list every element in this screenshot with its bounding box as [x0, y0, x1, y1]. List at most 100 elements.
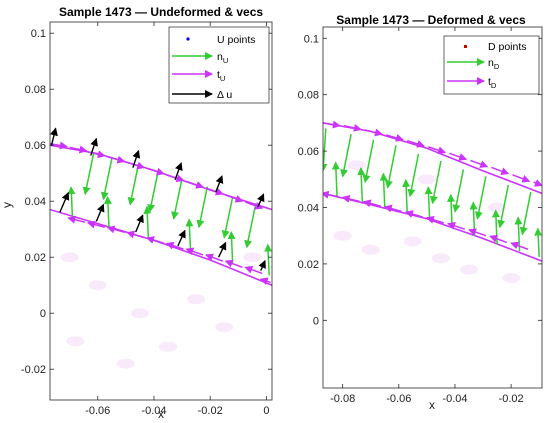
- tangent-vector: [185, 247, 204, 256]
- faint-blob: [347, 160, 366, 171]
- legend-entry-nu: nU: [217, 51, 228, 65]
- normal-vector: [407, 153, 420, 198]
- tangent-vector: [428, 146, 447, 155]
- tangent-vector: [244, 265, 263, 275]
- normal-vector: [379, 172, 388, 208]
- tangent-vector: [341, 195, 360, 203]
- delta-vector: [95, 203, 105, 222]
- normal-vector: [221, 196, 234, 239]
- x-tick-label: -0.02: [499, 393, 524, 405]
- normal-vector: [100, 158, 113, 201]
- tangent-vector: [512, 174, 531, 183]
- tangent-vector: [205, 187, 224, 196]
- faint-blob: [243, 252, 262, 263]
- delta-vectors: [50, 127, 266, 271]
- tangent-vector: [533, 179, 542, 187]
- tangent-vector: [126, 230, 145, 239]
- faint-blob: [116, 358, 135, 369]
- legend: U points nU tU Δ u: [168, 26, 270, 104]
- delta-vector: [135, 214, 144, 233]
- normal-vector: [67, 186, 76, 219]
- tangent-vector: [186, 180, 205, 189]
- normal-vector: [452, 169, 465, 213]
- y-tick-label: 0.06: [298, 146, 319, 158]
- tangent-vector: [404, 210, 423, 218]
- normal-vector: [103, 196, 112, 228]
- delta-vector: [50, 127, 58, 146]
- tangent-vectors: [50, 141, 271, 286]
- faint-blob: [60, 252, 79, 263]
- tangent-vector: [510, 241, 529, 250]
- y-tick-label: -0.02: [21, 364, 46, 376]
- x-tick-label: -0.04: [442, 393, 467, 405]
- normal-vector: [357, 167, 366, 202]
- normal-vector: [534, 227, 542, 257]
- x-tick-label: -0.08: [330, 393, 355, 405]
- normal-vector: [244, 206, 256, 249]
- tangent-vector: [259, 277, 271, 286]
- tangent-vector: [470, 159, 489, 168]
- legend-entry-d-points: D points: [488, 41, 527, 53]
- y-tick-label: 0.1: [304, 33, 319, 45]
- delta-vector: [59, 191, 70, 213]
- chart-title: Sample 1473 — Undeformed & vecs: [59, 5, 263, 19]
- tangent-vector: [86, 220, 105, 229]
- tangent-vector: [145, 236, 165, 244]
- chart-deformed: Sample 1473 — Deformed & vecs -0.08 -0.06…: [298, 13, 543, 412]
- x-axis-ticks: -0.06 -0.04 -0.02 0: [85, 22, 269, 417]
- tangent-vector: [449, 152, 468, 161]
- normal-vector: [82, 153, 95, 196]
- tangent-vector: [107, 155, 126, 164]
- legend-entry-tu: tU: [217, 69, 225, 83]
- faint-blob: [431, 253, 450, 264]
- normal-vector: [127, 163, 140, 206]
- normal-vectors: [67, 153, 272, 276]
- legend-entry-td: tD: [488, 76, 497, 90]
- normal-vector: [497, 184, 510, 229]
- tangent-vector: [489, 234, 508, 244]
- normal-vector: [519, 191, 532, 236]
- faint-blob: [417, 174, 436, 185]
- tangent-vector: [165, 241, 184, 250]
- tangent-vector: [87, 150, 106, 159]
- normal-vector: [323, 128, 328, 172]
- tangent-vector: [362, 199, 381, 208]
- normal-vector: [474, 176, 487, 220]
- normal-vector: [362, 139, 375, 184]
- tangent-vector: [425, 215, 444, 224]
- axes-box: [49, 21, 273, 401]
- tangent-vector: [245, 201, 264, 210]
- normal-vector: [143, 205, 152, 238]
- normal-vector: [385, 145, 397, 189]
- x-tick-label: -0.06: [386, 393, 411, 405]
- legend-entry-delta-u: Δ u: [217, 89, 232, 101]
- tangent-vector: [323, 190, 339, 199]
- tangent-vector: [343, 123, 362, 132]
- delta-vector: [132, 149, 141, 168]
- y-axis-label: y: [0, 202, 14, 208]
- tangent-vector: [205, 253, 224, 262]
- tangent-vector: [67, 215, 86, 224]
- y-tick-label: 0.08: [25, 84, 46, 96]
- x-tick-label: -0.06: [85, 405, 110, 417]
- normal-vector: [171, 178, 183, 220]
- faint-blob: [403, 236, 422, 247]
- tangent-vector: [323, 120, 341, 129]
- normal-vector: [331, 161, 340, 197]
- y-tick-label: 0.02: [25, 252, 46, 264]
- tangent-vector: [69, 145, 88, 154]
- tangent-vector: [127, 161, 146, 170]
- legend-entry-nd: nD: [488, 57, 500, 71]
- legend-point-marker: [464, 45, 467, 48]
- tangent-vector: [383, 204, 402, 213]
- tangent-vector: [407, 139, 426, 148]
- legend-box: [443, 35, 540, 95]
- faint-layer: [60, 252, 262, 369]
- normal-vector: [429, 160, 442, 205]
- tangent-vector: [491, 166, 510, 175]
- y-tick-label: 0.02: [298, 259, 319, 271]
- delta-vector: [217, 241, 227, 258]
- normal-vector: [196, 186, 209, 229]
- faint-blob: [460, 264, 478, 275]
- normal-vectors: [323, 128, 542, 257]
